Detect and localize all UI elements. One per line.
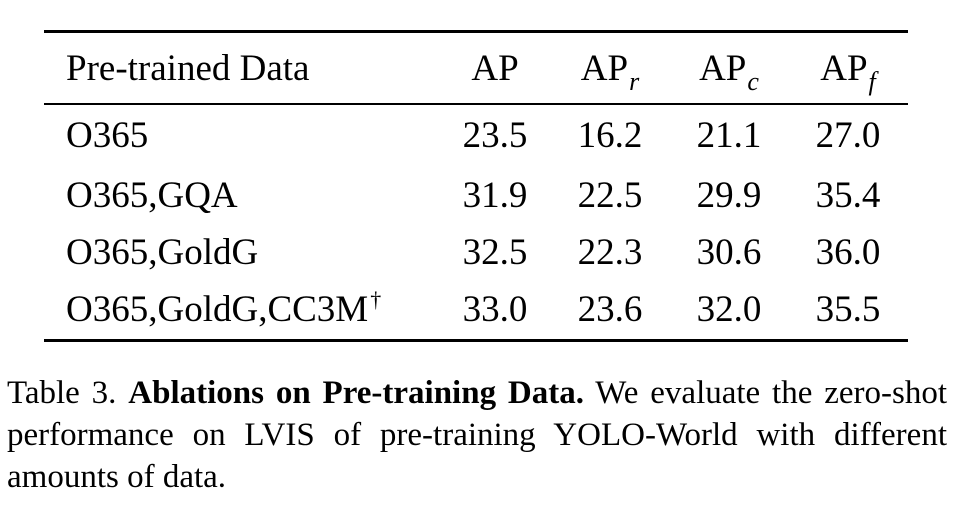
header-ap-c-main: AP bbox=[699, 47, 747, 89]
cell-ap: 31.9 bbox=[462, 174, 528, 216]
cell-ap: 33.0 bbox=[462, 289, 528, 330]
header-ap-r-subscript: r bbox=[629, 66, 640, 96]
cell-data-text: O365,GoldG,CC3M bbox=[66, 289, 369, 330]
top-rule bbox=[44, 30, 908, 33]
header-ap-r: APr bbox=[550, 33, 670, 103]
cell-ap-c: 30.6 bbox=[696, 231, 762, 273]
cell-ap-f: 35.4 bbox=[815, 174, 881, 216]
header-ap-f: APf bbox=[788, 33, 908, 103]
cell-ap-r: 16.2 bbox=[577, 115, 643, 156]
table-row: O365,GoldG,CC3M† 33.0 23.6 32.0 35.5 bbox=[44, 281, 908, 339]
cell-ap-c: 29.9 bbox=[696, 174, 762, 216]
table-caption: Table 3. Ablations on Pre-training Data.… bbox=[7, 372, 947, 498]
cell-data: O365 bbox=[44, 105, 440, 167]
cell-ap-f: 36.0 bbox=[815, 231, 881, 273]
cell-data: O365,GoldG,CC3M† bbox=[44, 281, 440, 339]
table-row: O365,GoldG 32.5 22.3 30.6 36.0 bbox=[44, 224, 908, 281]
header-ap-main: AP bbox=[471, 47, 519, 89]
cell-ap-r: 22.3 bbox=[577, 231, 643, 273]
header-ap-c: APc bbox=[670, 33, 788, 103]
header-ap-f-main: AP bbox=[820, 47, 868, 89]
cell-data-text: O365,GoldG bbox=[66, 231, 259, 273]
cell-ap-r: 22.5 bbox=[577, 174, 643, 216]
cell-ap: 23.5 bbox=[462, 115, 528, 156]
cell-ap-c: 32.0 bbox=[696, 289, 762, 330]
cell-ap: 32.5 bbox=[462, 231, 528, 273]
cell-data: O365,GQA bbox=[44, 167, 440, 224]
header-ap-c-subscript: c bbox=[747, 66, 759, 96]
cell-ap-f: 35.5 bbox=[815, 289, 881, 330]
results-table-container: Pre-trained Data AP APr APc APf O365 23.… bbox=[44, 30, 908, 342]
header-ap: AP bbox=[440, 33, 550, 103]
header-ap-f-subscript: f bbox=[868, 66, 876, 96]
cell-ap-r: 23.6 bbox=[577, 289, 643, 330]
table-row: O365 23.5 16.2 21.1 27.0 bbox=[44, 105, 908, 167]
cell-ap-c: 21.1 bbox=[696, 115, 762, 156]
dagger-mark: † bbox=[370, 287, 382, 312]
caption-label: Table 3. bbox=[7, 375, 117, 411]
header-pretrained-data: Pre-trained Data bbox=[66, 47, 310, 89]
bottom-rule bbox=[44, 338, 908, 342]
cell-data-text: O365 bbox=[66, 115, 149, 156]
caption-title: Ablations on Pre-training Data. bbox=[128, 375, 584, 411]
header-rule bbox=[44, 103, 908, 105]
header-row: Pre-trained Data AP APr APc APf bbox=[44, 33, 908, 103]
header-ap-r-main: AP bbox=[580, 47, 629, 89]
table-row: O365,GQA 31.9 22.5 29.9 35.4 bbox=[44, 167, 908, 224]
cell-data: O365,GoldG bbox=[44, 224, 440, 281]
cell-ap-f: 27.0 bbox=[815, 115, 881, 156]
results-table: Pre-trained Data AP APr APc APf O365 23.… bbox=[44, 33, 908, 339]
caption-text: We evaluate the zero-shot performance on… bbox=[7, 375, 947, 495]
cell-data-text: O365,GQA bbox=[66, 174, 238, 216]
